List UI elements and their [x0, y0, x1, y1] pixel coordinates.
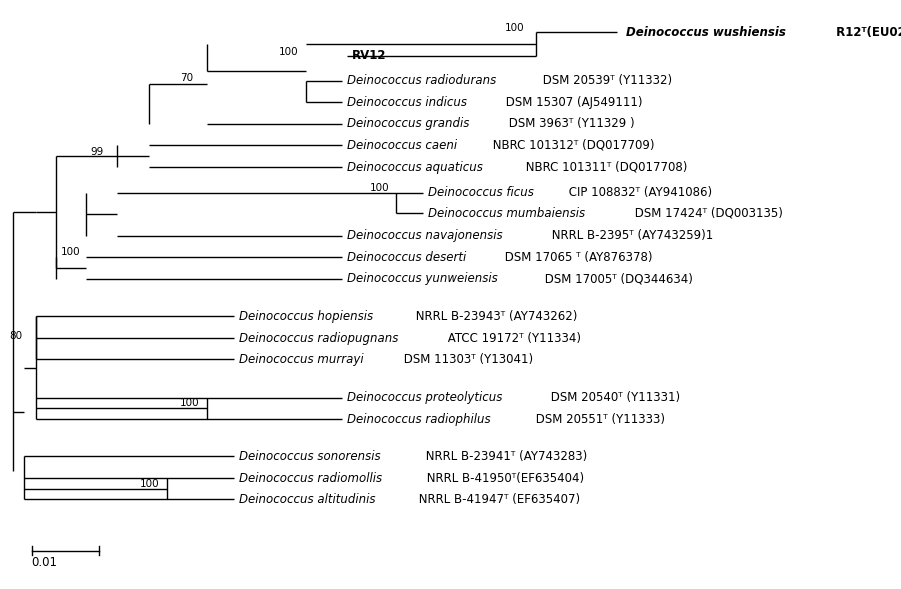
Text: Deinococcus proteolyticus: Deinococcus proteolyticus [347, 391, 502, 404]
Text: NBRC 101312ᵀ (DQ017709): NBRC 101312ᵀ (DQ017709) [489, 139, 654, 152]
Text: Deinococcus ficus: Deinococcus ficus [428, 186, 534, 199]
Text: Deinococcus radiodurans: Deinococcus radiodurans [347, 74, 496, 87]
Text: Deinococcus deserti: Deinococcus deserti [347, 251, 466, 264]
Text: Deinococcus yunweiensis: Deinococcus yunweiensis [347, 272, 497, 285]
Text: 100: 100 [505, 24, 524, 33]
Text: 100: 100 [140, 479, 159, 489]
Text: DSM 20551ᵀ (Y11333): DSM 20551ᵀ (Y11333) [532, 413, 665, 426]
Text: Deinococcus wushiensis: Deinococcus wushiensis [626, 26, 786, 39]
Text: NRRL B-23941ᵀ (AY743283): NRRL B-23941ᵀ (AY743283) [422, 450, 587, 463]
Text: Deinococcus navajonensis: Deinococcus navajonensis [347, 229, 503, 242]
Text: Deinococcus murrayi: Deinococcus murrayi [239, 353, 363, 366]
Text: Deinococcus radiophilus: Deinococcus radiophilus [347, 413, 490, 426]
Text: DSM 20539ᵀ (Y11332): DSM 20539ᵀ (Y11332) [540, 74, 672, 87]
Text: Deinococcus altitudinis: Deinococcus altitudinis [239, 493, 375, 506]
Text: DSM 17424ᵀ (DQ003135): DSM 17424ᵀ (DQ003135) [631, 207, 783, 220]
Text: Deinococcus caeni: Deinococcus caeni [347, 139, 457, 152]
Text: Deinococcus aquaticus: Deinococcus aquaticus [347, 161, 483, 174]
Text: 99: 99 [90, 147, 104, 157]
Text: NRRL B-41947ᵀ (EF635407): NRRL B-41947ᵀ (EF635407) [414, 493, 580, 506]
Text: DSM 3963ᵀ (Y11329 ): DSM 3963ᵀ (Y11329 ) [505, 117, 634, 130]
Text: 70: 70 [180, 73, 194, 82]
Text: 100: 100 [369, 184, 389, 193]
Text: DSM 11303ᵀ (Y13041): DSM 11303ᵀ (Y13041) [399, 353, 532, 366]
Text: NRRL B-23943ᵀ (AY743262): NRRL B-23943ᵀ (AY743262) [412, 310, 578, 323]
Text: Deinococcus sonorensis: Deinococcus sonorensis [239, 450, 380, 463]
Text: 100: 100 [279, 47, 299, 57]
Text: R12ᵀ(EU025028): R12ᵀ(EU025028) [833, 26, 901, 39]
Text: NRRL B-41950ᵀ(EF635404): NRRL B-41950ᵀ(EF635404) [423, 472, 585, 485]
Text: DSM 20540ᵀ (Y11331): DSM 20540ᵀ (Y11331) [548, 391, 680, 404]
Text: CIP 108832ᵀ (AY941086): CIP 108832ᵀ (AY941086) [565, 186, 712, 199]
Text: 0.01: 0.01 [32, 556, 58, 569]
Text: NRRL B-2395ᵀ (AY743259)1: NRRL B-2395ᵀ (AY743259)1 [548, 229, 713, 242]
Text: RV12: RV12 [351, 49, 386, 62]
Text: ATCC 19172ᵀ (Y11334): ATCC 19172ᵀ (Y11334) [444, 332, 581, 345]
Text: DSM 15307 (AJ549111): DSM 15307 (AJ549111) [502, 96, 642, 109]
Text: Deinococcus mumbaiensis: Deinococcus mumbaiensis [428, 207, 585, 220]
Text: Deinococcus hopiensis: Deinococcus hopiensis [239, 310, 373, 323]
Text: Deinococcus radiomollis: Deinococcus radiomollis [239, 472, 382, 485]
Text: 100: 100 [61, 247, 81, 257]
Text: 100: 100 [180, 399, 200, 408]
Text: DSM 17065 ᵀ (AY876378): DSM 17065 ᵀ (AY876378) [501, 251, 652, 264]
Text: DSM 17005ᵀ (DQ344634): DSM 17005ᵀ (DQ344634) [542, 272, 693, 285]
Text: NBRC 101311ᵀ (DQ017708): NBRC 101311ᵀ (DQ017708) [523, 161, 687, 174]
Text: Deinococcus grandis: Deinococcus grandis [347, 117, 469, 130]
Text: Deinococcus indicus: Deinococcus indicus [347, 96, 467, 109]
Text: 80: 80 [9, 331, 23, 340]
Text: Deinococcus radiopugnans: Deinococcus radiopugnans [239, 332, 398, 345]
